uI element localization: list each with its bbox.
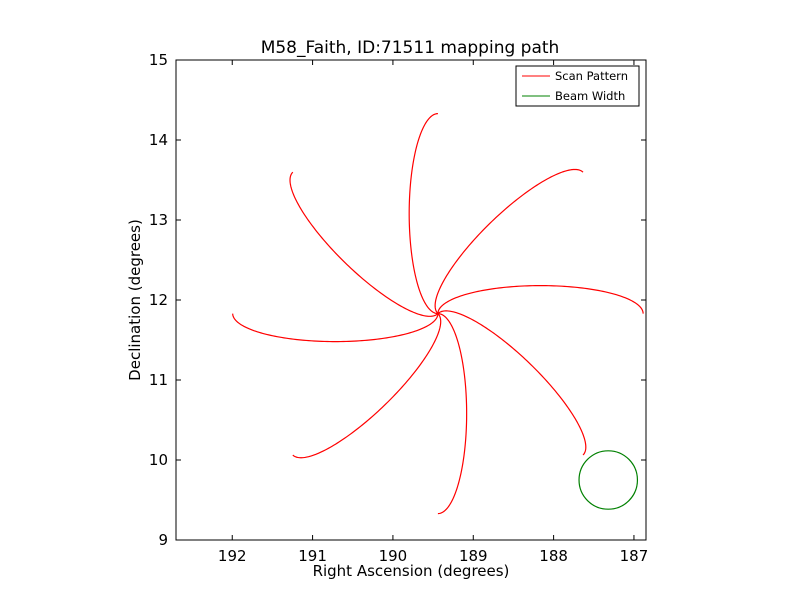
y-tick-label: 15 [149,51,168,69]
y-tick-label: 10 [149,451,168,469]
x-tick-label: 190 [379,547,408,565]
y-axis-label: Declination (degrees) [126,219,144,381]
x-tick-label: 187 [620,547,649,565]
x-tick-label: 188 [539,547,568,565]
chart-title: M58_Faith, ID:71511 mapping path [261,38,560,58]
legend-label-scan-pattern: Scan Pattern [555,69,628,83]
y-tick-label: 11 [149,371,168,389]
scan-pattern-petal [437,285,644,314]
legend: Scan Pattern Beam Width [515,65,640,107]
axis-ticks: 192 191 190 189 188 187 9 10 11 12 13 14 15 [149,51,648,565]
scan-pattern-petal [232,313,439,343]
scan-pattern-petal [434,168,584,315]
x-tick-label: 191 [298,547,327,565]
beam-width-circle [578,450,639,510]
legend-box [515,65,640,107]
y-tick-label: 13 [149,211,168,229]
y-tick-label: 12 [149,291,168,309]
y-tick-label: 14 [149,131,168,149]
legend-label-beam-width: Beam Width [555,89,625,103]
x-axis-label: Right Ascension (degrees) [313,562,510,580]
x-tick-label: 189 [459,547,488,565]
scan-pattern-petal [292,313,442,459]
y-tick-label: 9 [158,531,168,549]
scan-pattern-petal [437,310,587,456]
scan-pattern-petal [289,171,439,317]
scan-pattern-petal [437,313,468,515]
x-tick-label: 192 [218,547,247,565]
scan-pattern-petal [408,113,438,315]
plot-area [232,113,644,515]
